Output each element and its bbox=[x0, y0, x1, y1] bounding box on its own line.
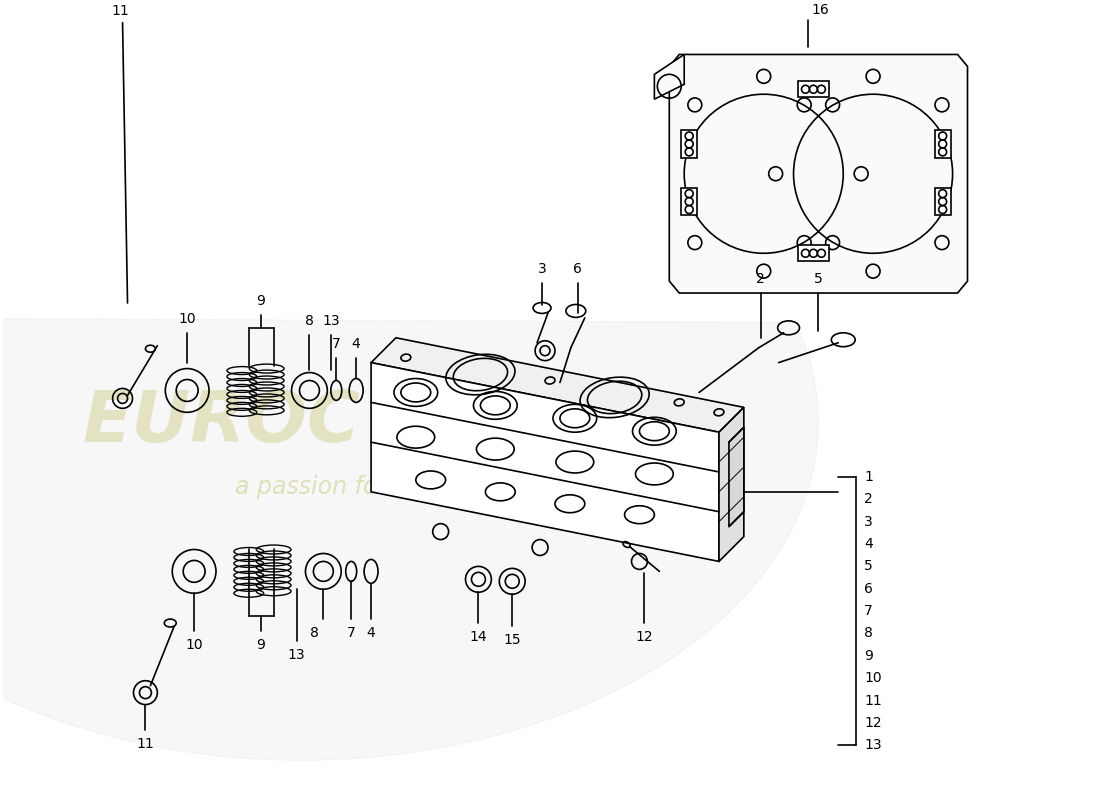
Bar bbox=[681, 130, 697, 158]
Text: 7: 7 bbox=[332, 337, 341, 350]
Bar bbox=[935, 188, 950, 215]
Text: 13: 13 bbox=[865, 738, 882, 752]
Text: 4: 4 bbox=[352, 337, 361, 350]
Text: 4: 4 bbox=[366, 626, 375, 640]
Polygon shape bbox=[371, 362, 719, 562]
Bar bbox=[798, 82, 829, 98]
Text: 9: 9 bbox=[256, 294, 265, 308]
Text: 9: 9 bbox=[256, 638, 265, 652]
Text: 3: 3 bbox=[865, 514, 873, 529]
Bar bbox=[798, 246, 829, 262]
Text: 11: 11 bbox=[865, 694, 882, 707]
Text: 11: 11 bbox=[136, 738, 154, 751]
Text: a passion for: a passion for bbox=[235, 475, 387, 499]
Text: 10: 10 bbox=[185, 638, 202, 652]
Text: 14: 14 bbox=[470, 630, 487, 644]
Text: 4: 4 bbox=[865, 537, 873, 551]
Text: 1: 1 bbox=[865, 470, 873, 484]
Bar bbox=[935, 130, 950, 158]
Text: 12: 12 bbox=[636, 630, 653, 644]
Text: EUROC: EUROC bbox=[82, 388, 361, 457]
Text: 8: 8 bbox=[305, 314, 314, 328]
Text: 7: 7 bbox=[346, 626, 355, 640]
Text: 8: 8 bbox=[865, 626, 873, 641]
Text: 9: 9 bbox=[865, 649, 873, 663]
Polygon shape bbox=[0, 318, 818, 760]
Polygon shape bbox=[371, 338, 744, 432]
Text: 8: 8 bbox=[310, 626, 319, 640]
Polygon shape bbox=[654, 54, 684, 99]
Text: 7: 7 bbox=[865, 604, 873, 618]
Text: since 1985: since 1985 bbox=[473, 482, 587, 502]
Text: 5: 5 bbox=[865, 559, 873, 574]
Text: 15: 15 bbox=[504, 633, 521, 647]
Text: 13: 13 bbox=[288, 648, 306, 662]
Polygon shape bbox=[719, 407, 744, 562]
Text: 10: 10 bbox=[178, 312, 196, 326]
Text: 12: 12 bbox=[865, 716, 882, 730]
Text: 6: 6 bbox=[573, 262, 582, 276]
Text: 16: 16 bbox=[812, 2, 829, 17]
Text: 3: 3 bbox=[538, 262, 547, 276]
Polygon shape bbox=[669, 54, 968, 293]
Polygon shape bbox=[729, 427, 744, 526]
Text: 6: 6 bbox=[865, 582, 873, 596]
Text: 2: 2 bbox=[865, 492, 873, 506]
Text: 11: 11 bbox=[112, 4, 130, 18]
Text: 5: 5 bbox=[814, 272, 823, 286]
Bar bbox=[681, 188, 697, 215]
Text: 13: 13 bbox=[322, 314, 340, 328]
Text: 2: 2 bbox=[757, 272, 766, 286]
Text: 10: 10 bbox=[865, 671, 882, 686]
